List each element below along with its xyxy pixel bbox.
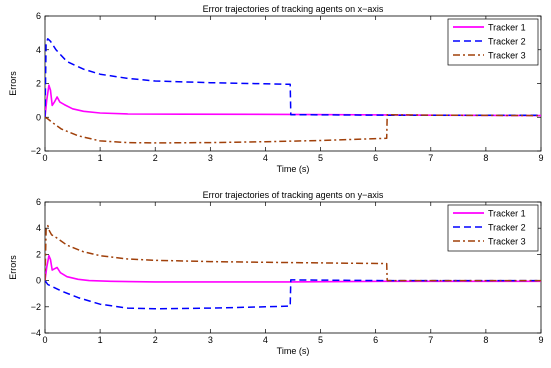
legend-label-3: Tracker 3 xyxy=(488,237,526,247)
series-line-3 xyxy=(45,224,541,282)
y-tick-label: −4 xyxy=(31,328,41,338)
x-tick-label: 4 xyxy=(263,153,268,163)
x-tick-label: 7 xyxy=(428,153,433,163)
x-tick-label: 1 xyxy=(98,335,103,345)
y-axis-label: Errors xyxy=(8,71,18,96)
x-tick-label: 8 xyxy=(483,153,488,163)
y-tick-label: 6 xyxy=(36,11,41,21)
y-axis-label: Errors xyxy=(8,255,18,280)
x-tick-label: 9 xyxy=(538,335,543,345)
y-tick-label: 0 xyxy=(36,112,41,122)
x-tick-label: 0 xyxy=(42,335,47,345)
y-tick-label: 4 xyxy=(36,45,41,55)
x-axis-label: Time (s) xyxy=(277,164,310,174)
x-tick-label: 7 xyxy=(428,335,433,345)
x-tick-label: 5 xyxy=(318,335,323,345)
legend: Tracker 1 Tracker 2 Tracker 3 xyxy=(447,204,539,252)
x-tick-label: 4 xyxy=(263,335,268,345)
x-tick-label: 1 xyxy=(98,153,103,163)
x-tick-label: 2 xyxy=(153,153,158,163)
chart-title: Error trajectories of tracking agents on… xyxy=(203,190,384,200)
chart-panel-2: 0 1 2 3 4 5 6 7 8 9 −4 −2 0 2 4 6 Error trajectories of … xyxy=(8,190,544,356)
x-axis-label: Time (s) xyxy=(277,346,310,356)
legend-label-1: Tracker 1 xyxy=(488,23,526,33)
x-tick-label: 8 xyxy=(483,335,488,345)
x-tick-label: 6 xyxy=(373,153,378,163)
legend: Tracker 1 Tracker 2 Tracker 3 xyxy=(447,18,539,66)
legend-label-2: Tracker 2 xyxy=(488,223,526,233)
y-tick-label: 2 xyxy=(36,79,41,89)
series-line-2 xyxy=(45,38,541,118)
legend-label-2: Tracker 2 xyxy=(488,37,526,47)
y-tick-label: 4 xyxy=(36,223,41,233)
y-tick-label: 6 xyxy=(36,197,41,207)
x-tick-label: 9 xyxy=(538,153,543,163)
x-tick-label: 3 xyxy=(208,335,213,345)
y-tick-label: 2 xyxy=(36,249,41,259)
x-tick-label: 3 xyxy=(208,153,213,163)
legend-label-3: Tracker 3 xyxy=(488,51,526,61)
y-tick-label: 0 xyxy=(36,276,41,286)
x-tick-label: 0 xyxy=(42,153,47,163)
series-line-1 xyxy=(45,254,541,283)
x-tick-label: 5 xyxy=(318,153,323,163)
series-line-3 xyxy=(45,113,541,144)
y-tick-label: −2 xyxy=(31,146,41,156)
x-tick-label: 6 xyxy=(373,335,378,345)
series-line-2 xyxy=(45,279,541,310)
x-tick-label: 2 xyxy=(153,335,158,345)
legend-label-1: Tracker 1 xyxy=(488,209,526,219)
chart-title: Error trajectories of tracking agents on… xyxy=(203,4,384,14)
y-tick-label: −2 xyxy=(31,302,41,312)
